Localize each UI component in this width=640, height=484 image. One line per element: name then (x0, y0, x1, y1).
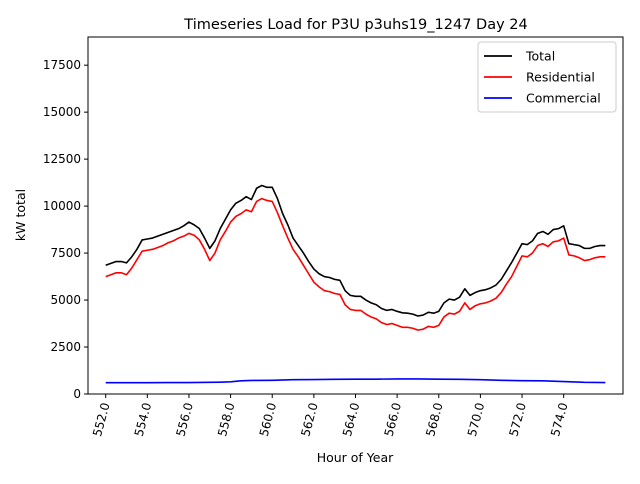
chart-title: Timeseries Load for P3U p3uhs19_1247 Day… (183, 17, 527, 33)
series-lines (105, 184, 606, 384)
y-tick-label: 17500 (43, 58, 81, 72)
series-line-commercial (105, 378, 606, 384)
legend-label-total: Total (525, 49, 555, 64)
y-axis: 0 2500 5000 7500 10000 12500 15000 17500 (43, 58, 88, 401)
legend: Total Residential Commercial (477, 41, 617, 113)
legend-frame (477, 41, 617, 113)
series-line-residential (105, 197, 606, 331)
x-axis-label: Hour of Year (317, 450, 394, 465)
y-tick-label: 12500 (43, 152, 81, 166)
y-tick-label: 10000 (43, 199, 81, 213)
y-tick-label: 5000 (50, 293, 81, 307)
series-line-total (105, 184, 606, 317)
y-axis-label: kW total (13, 189, 28, 241)
y-tick-label: 7500 (50, 246, 81, 260)
y-tick-label: 0 (73, 387, 81, 401)
y-tick-label: 2500 (50, 340, 81, 354)
legend-label-residential: Residential (526, 70, 595, 85)
y-tick-label: 15000 (43, 105, 81, 119)
legend-label-commercial: Commercial (526, 91, 601, 106)
